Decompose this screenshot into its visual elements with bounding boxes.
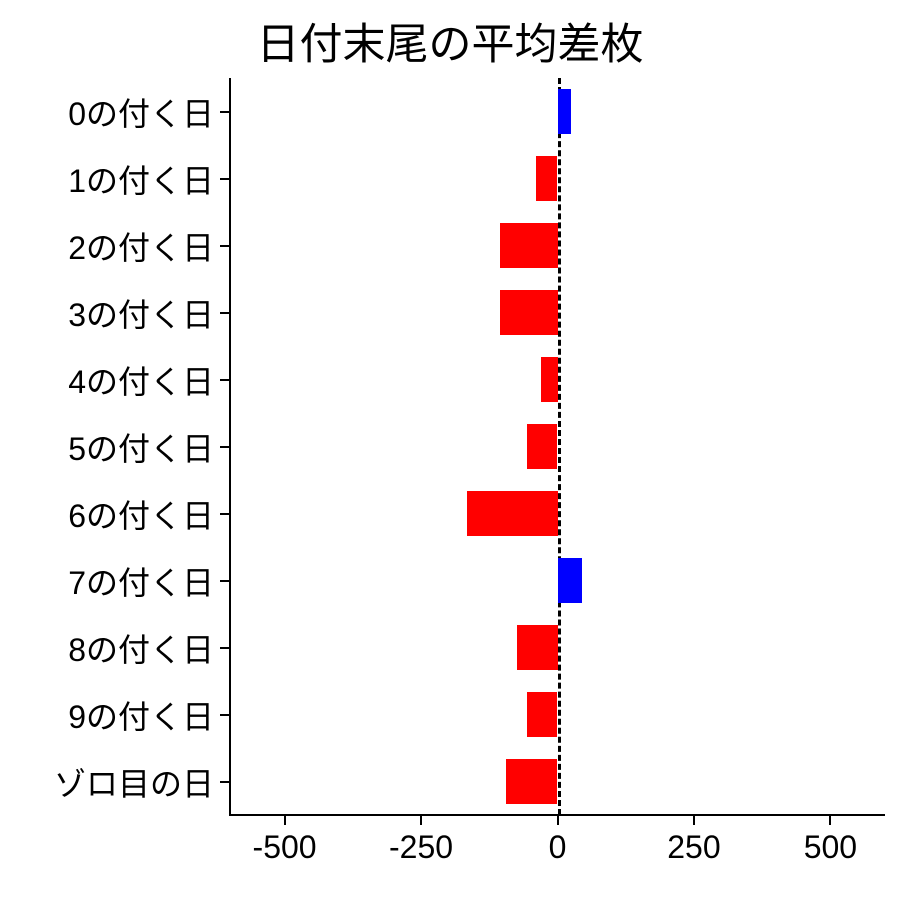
y-tick xyxy=(220,781,230,783)
y-tick xyxy=(220,513,230,515)
y-axis-label: 4の付く日 xyxy=(0,357,214,403)
x-axis-label: 500 xyxy=(804,829,857,866)
bar xyxy=(517,625,558,671)
y-axis-label: 6の付く日 xyxy=(0,491,214,537)
bar-slot xyxy=(230,625,885,671)
y-tick xyxy=(220,446,230,448)
y-axis-label: 0の付く日 xyxy=(0,89,214,135)
y-tick xyxy=(220,379,230,381)
y-axis-label: 7の付く日 xyxy=(0,558,214,604)
bar xyxy=(467,491,557,537)
x-tick xyxy=(557,815,559,825)
y-tick xyxy=(220,647,230,649)
y-axis-label: ゾロ目の日 xyxy=(0,759,214,805)
bar xyxy=(558,558,583,604)
y-tick xyxy=(220,111,230,113)
bar-slot xyxy=(230,491,885,537)
bar-slot xyxy=(230,759,885,805)
y-axis-label: 2の付く日 xyxy=(0,223,214,269)
bar xyxy=(506,759,558,805)
bar xyxy=(558,89,572,135)
x-tick xyxy=(284,815,286,825)
y-tick xyxy=(220,178,230,180)
y-axis-label: 1の付く日 xyxy=(0,156,214,202)
y-tick xyxy=(220,714,230,716)
x-axis-label: 250 xyxy=(667,829,720,866)
y-tick xyxy=(220,312,230,314)
bar xyxy=(541,357,557,403)
chart-plot-area: 0の付く日1の付く日2の付く日3の付く日4の付く日5の付く日6の付く日7の付く日… xyxy=(230,78,885,815)
bar-slot xyxy=(230,290,885,336)
x-axis-label: -500 xyxy=(253,829,317,866)
bar xyxy=(527,424,557,470)
bar-slot xyxy=(230,424,885,470)
y-axis-label: 3の付く日 xyxy=(0,290,214,336)
bar xyxy=(500,223,557,269)
bar-slot xyxy=(230,223,885,269)
x-tick xyxy=(420,815,422,825)
x-axis-label: -250 xyxy=(389,829,453,866)
bar-slot xyxy=(230,692,885,738)
bar-slot xyxy=(230,89,885,135)
bar-slot xyxy=(230,558,885,604)
bar xyxy=(500,290,557,336)
x-tick xyxy=(693,815,695,825)
bar xyxy=(536,156,558,202)
bar-slot xyxy=(230,357,885,403)
x-tick xyxy=(829,815,831,825)
bar xyxy=(527,692,557,738)
x-axis-label: 0 xyxy=(549,829,567,866)
chart-title: 日付末尾の平均差枚 xyxy=(0,10,900,72)
y-tick xyxy=(220,245,230,247)
y-axis-label: 9の付く日 xyxy=(0,692,214,738)
y-axis-label: 5の付く日 xyxy=(0,424,214,470)
y-tick xyxy=(220,580,230,582)
plot-area xyxy=(230,78,885,815)
bar-slot xyxy=(230,156,885,202)
y-axis-label: 8の付く日 xyxy=(0,625,214,671)
